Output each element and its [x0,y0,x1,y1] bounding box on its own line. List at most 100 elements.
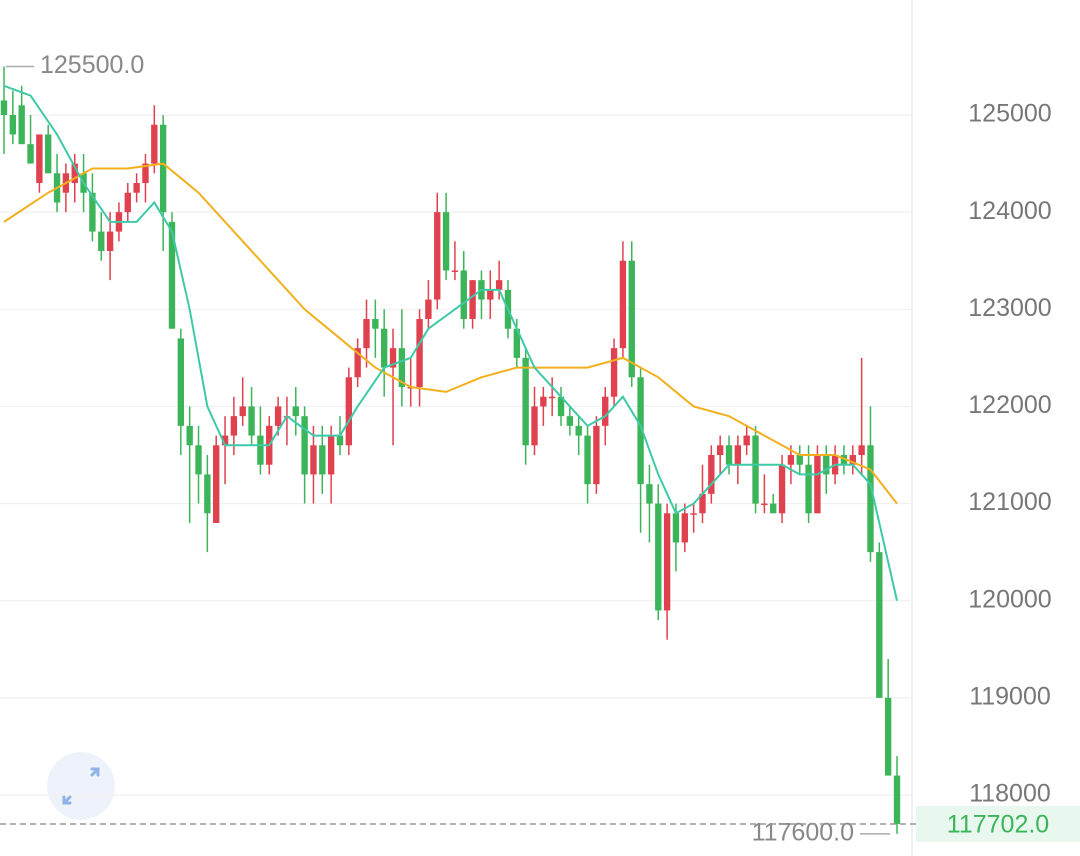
candle-body [274,406,282,426]
candle-body [566,416,574,426]
candle-body [36,134,43,184]
candle-body [637,377,644,485]
candle-body [230,416,238,436]
candle-body [513,328,520,358]
candle-body [840,455,848,465]
max-marker-label: 125500.0 [40,51,144,79]
candle-body [884,697,892,776]
candle-body [363,319,370,349]
candle-body [372,319,379,329]
candle-body [699,493,706,514]
candle-body [761,503,768,506]
expand-button[interactable] [47,752,115,820]
candle-body [663,513,671,611]
expand-bg[interactable] [47,752,115,820]
candle-body [681,513,688,543]
candle-body [531,406,538,446]
y-tick-label: 123000 [968,294,1051,322]
candle-body [195,445,202,475]
candle-body [345,377,353,446]
candle-body [690,513,697,515]
candle-body [389,348,397,368]
candle-body [849,455,856,465]
candle-body [823,455,830,475]
candle-body [557,396,565,417]
candle-body [319,445,326,475]
candle-body [893,775,901,824]
y-tick-label: 121000 [968,488,1051,516]
candle-body [575,425,582,436]
last-price-label: 117702.0 [947,811,1049,839]
candle-body [416,319,423,388]
candle-body [522,357,529,446]
candle-body [628,260,635,378]
candle-body [124,192,131,213]
candle-body [867,445,874,553]
y-tick-label: 122000 [968,391,1051,419]
candle-body [45,134,52,174]
candle-body [186,425,193,446]
candle-body [743,435,750,446]
min-marker-label: 117600.0 [752,818,854,846]
ma-line [3,162,898,505]
candle-body [71,163,78,184]
candle-body [646,484,653,504]
candle-body [168,221,176,329]
candle-body [27,144,34,164]
candle-body [672,513,680,543]
candle-body [89,192,96,232]
candle-body [548,396,556,399]
candle-body [814,455,821,514]
candle-body [451,270,459,272]
candle-body [460,270,467,320]
candle-body [716,445,724,456]
candle-body [602,396,609,426]
candle-body [796,455,803,465]
candle-body [398,348,406,388]
candle-body [204,474,211,514]
candle-body [257,435,264,465]
candle-body [159,124,167,213]
candle-body [142,163,149,184]
candle-body [619,260,627,349]
candle-body [708,455,715,494]
candle-body [805,464,812,514]
candle-body [584,435,591,485]
y-tick-label: 124000 [968,197,1051,225]
candle-body [593,425,600,485]
candle-body [752,435,759,504]
candle-body [177,338,185,426]
y-tick-label: 120000 [968,585,1051,613]
candle-body [248,406,255,436]
candle-body [540,396,547,407]
candle-body [610,348,618,397]
candle-body [469,280,476,320]
expand-icon[interactable] [62,767,100,805]
candle-body [876,552,883,698]
candle-body [98,231,105,252]
y-tick-label: 118000 [969,780,1051,808]
candle-body [106,231,114,252]
candle-body [434,212,441,300]
candle-body [133,183,140,193]
candle-body [442,212,450,271]
candle-body [734,445,742,465]
candle-body [292,406,299,417]
last-price-box [916,805,1080,842]
candle-body [425,299,432,320]
candle-body [770,503,777,514]
candle-body [725,445,733,465]
candle-body [18,105,25,145]
candle-body [301,416,308,475]
candle-body [310,445,317,475]
candle-body [213,445,220,524]
candle-body [655,503,662,611]
ma-line [3,84,898,601]
candle-body [0,100,8,116]
candle-body [151,124,158,164]
candle-body [787,455,795,465]
candle-body [495,280,503,290]
candle-body [9,115,17,135]
candle-body [336,435,344,446]
